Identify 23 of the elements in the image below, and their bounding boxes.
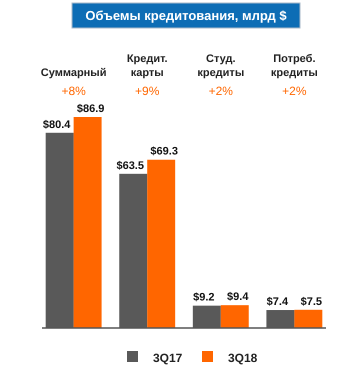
x-tick-label: Студ. кредиты <box>197 53 244 79</box>
x-tick-label: Потреб. кредиты <box>270 53 318 79</box>
bar <box>147 160 176 328</box>
data-label: $63.5 <box>116 160 144 172</box>
x-tick-label: Суммарный <box>40 67 106 79</box>
text: +2% <box>282 84 307 98</box>
bar <box>220 305 249 328</box>
data-label: $80.4 <box>42 118 72 131</box>
text: +9% <box>135 84 160 98</box>
bar <box>294 310 322 328</box>
data-label: $7.5 <box>300 296 322 308</box>
data-label: $7.4 <box>266 296 289 308</box>
chart-title: Объемы кредитования, млрд $ <box>85 8 288 23</box>
bar <box>74 117 102 328</box>
legend-label: 3Q18 <box>228 351 258 365</box>
x-tick-label: Кредит. карты <box>126 53 168 79</box>
text: +2% <box>208 84 234 98</box>
data-label: $69.3 <box>150 146 178 158</box>
legend-label: 3Q17 <box>153 351 183 365</box>
data-label: $9.2 <box>193 292 215 304</box>
data-label: $86.9 <box>76 103 104 115</box>
data-label: $9.4 <box>227 291 250 304</box>
text: +8% <box>61 84 86 98</box>
